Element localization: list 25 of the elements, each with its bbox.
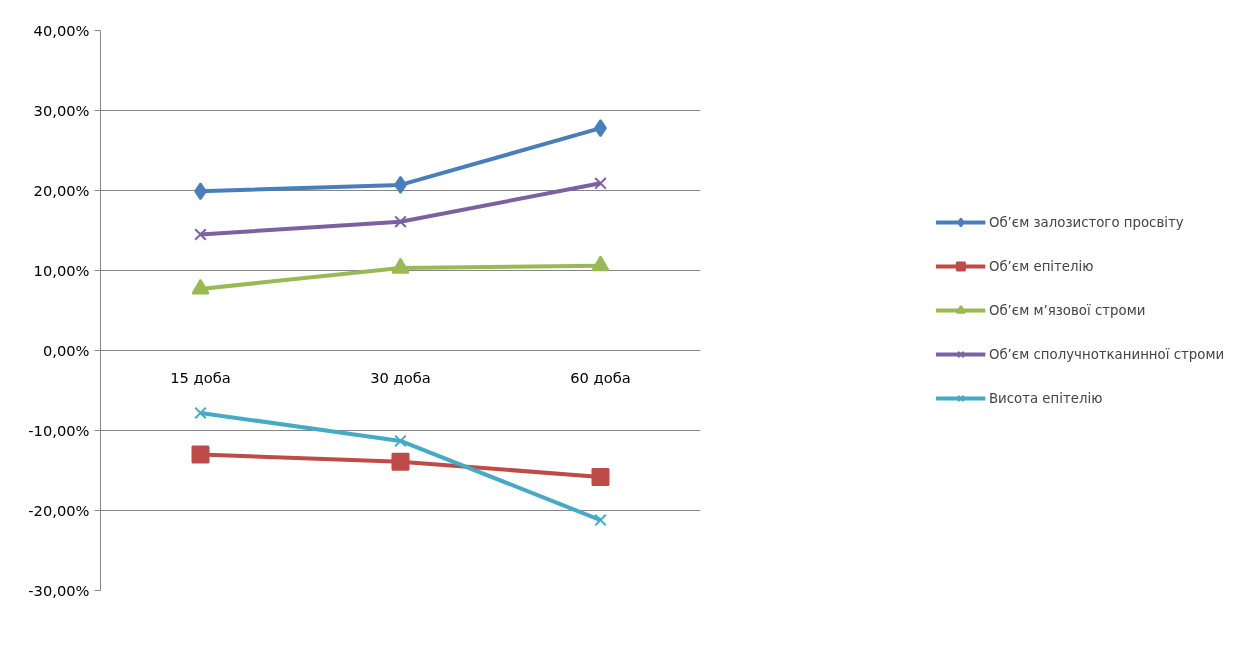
legend-label: Об’єм епітелію <box>988 258 1094 274</box>
y-tick-label: 40,00% <box>33 22 90 39</box>
point <box>394 434 407 448</box>
legend-label: Об’єм сполучнотканинної строми <box>988 346 1225 362</box>
x-tick-label: 30 доба <box>370 368 431 386</box>
point <box>194 228 207 241</box>
y-tick-label: 20,00% <box>33 182 90 199</box>
point <box>594 177 607 190</box>
y-tick-label: 10,00% <box>33 262 90 279</box>
legend-label: Об’єм м’язової строми <box>988 302 1146 318</box>
y-tick-label: -20,00% <box>28 502 90 519</box>
x-tick-label: 15 доба <box>170 368 231 386</box>
y-tick-label: 30,00% <box>33 102 90 119</box>
point <box>591 467 610 486</box>
point <box>391 452 410 471</box>
point <box>594 513 607 527</box>
point <box>394 215 407 228</box>
x-tick-label: 60 доба <box>570 368 631 386</box>
y-tick-label: -30,00% <box>28 582 90 599</box>
legend-label: Висота епітелію <box>988 390 1103 406</box>
point <box>191 445 210 464</box>
y-tick-label: -10,00% <box>28 422 90 439</box>
y-tick-label: 0,00% <box>42 342 90 359</box>
point <box>194 406 207 420</box>
legend-label: Об’єм залозистого просвіту <box>988 214 1184 230</box>
